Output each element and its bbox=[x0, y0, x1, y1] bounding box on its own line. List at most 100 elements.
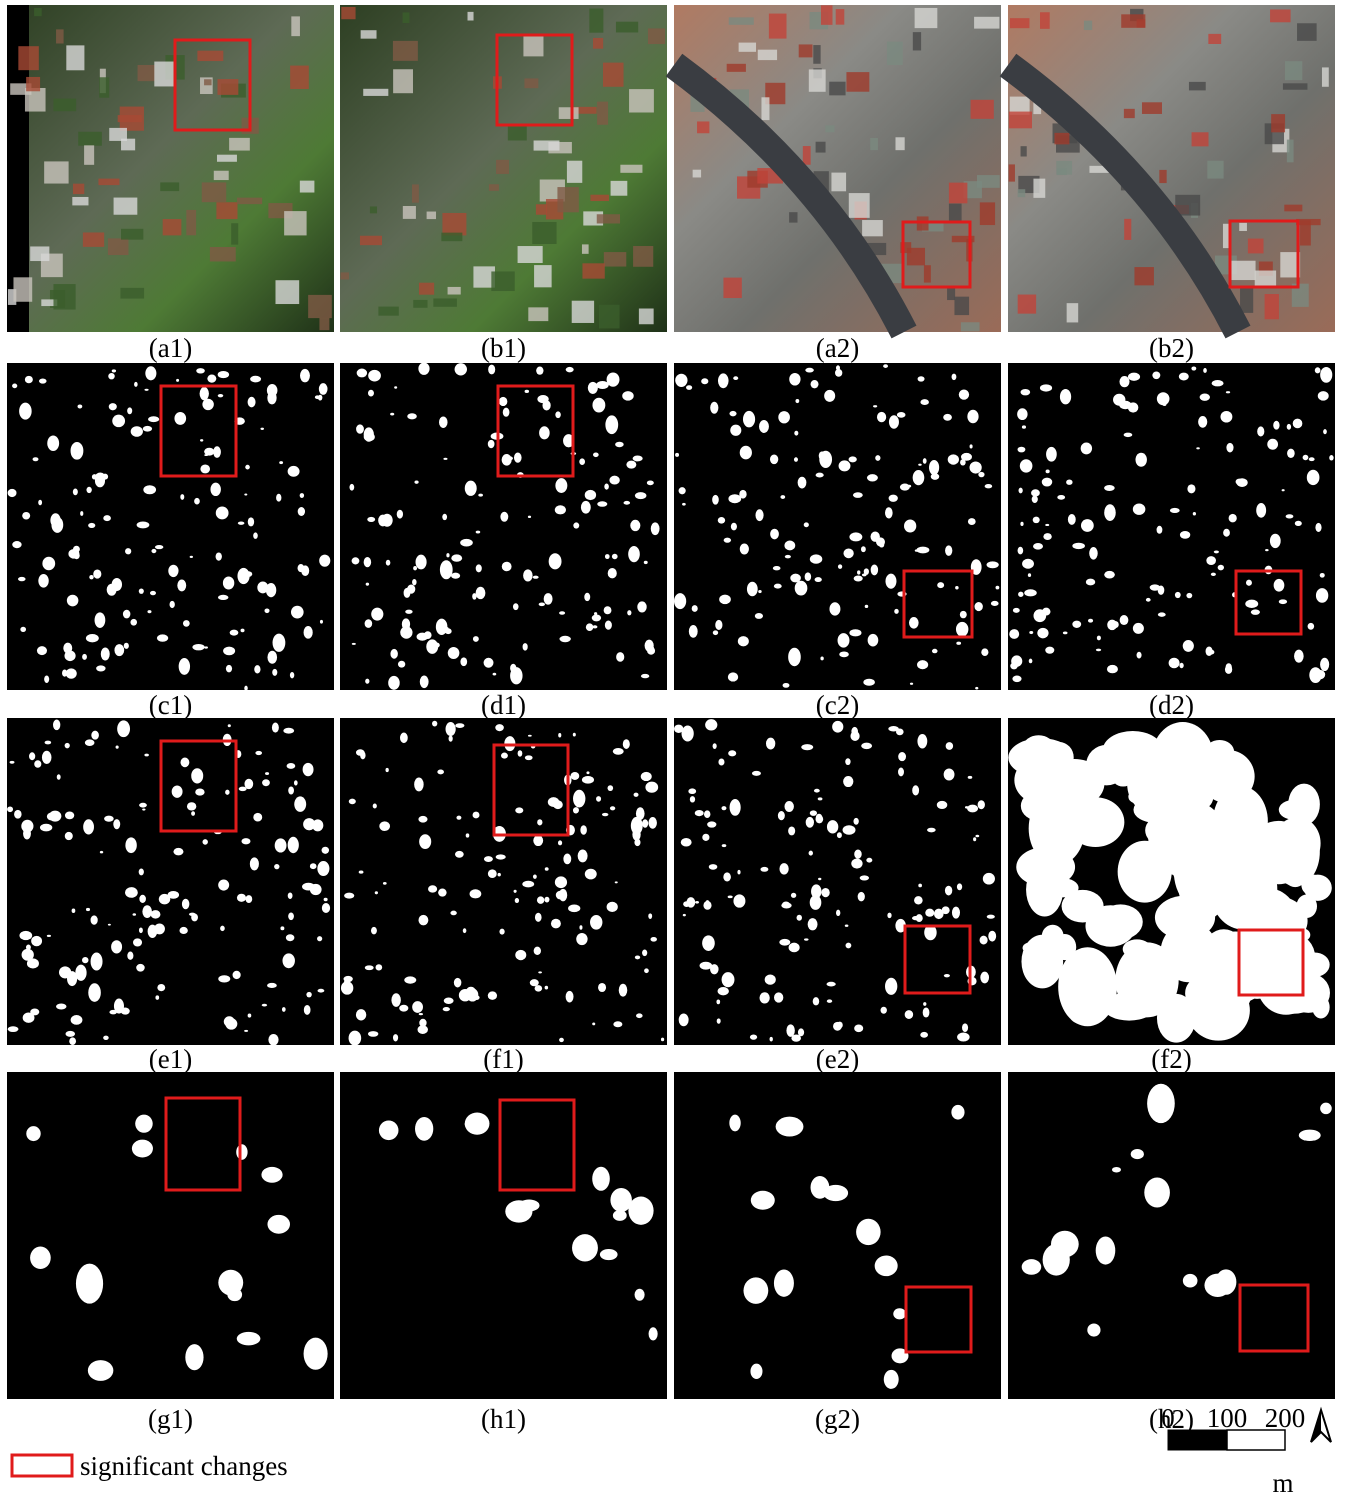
change-pixel bbox=[71, 442, 84, 460]
image-feature bbox=[1284, 205, 1302, 212]
change-pixel bbox=[26, 1126, 40, 1141]
image-feature bbox=[924, 265, 931, 282]
change-pixel bbox=[718, 987, 729, 995]
change-pixel bbox=[804, 522, 809, 527]
change-pixel bbox=[91, 731, 99, 740]
panel-label: (e2) bbox=[816, 1044, 859, 1074]
change-pixel bbox=[604, 606, 612, 614]
change-pixel bbox=[92, 474, 97, 479]
change-pixel bbox=[973, 837, 976, 841]
change-pixel bbox=[82, 957, 88, 963]
change-pixel bbox=[702, 935, 715, 951]
change-pixel bbox=[811, 380, 819, 388]
change-pixel bbox=[1066, 479, 1072, 484]
change-pixel bbox=[789, 943, 800, 953]
image-feature bbox=[370, 206, 377, 213]
panel-label: (e1) bbox=[149, 1044, 192, 1074]
change-pixel bbox=[418, 362, 429, 374]
change-pixel bbox=[414, 480, 418, 483]
change-pixel bbox=[1123, 939, 1151, 958]
change-pixel bbox=[730, 799, 741, 816]
change-pixel bbox=[428, 885, 437, 892]
change-pixel bbox=[853, 818, 858, 825]
panel: (f1) bbox=[340, 718, 667, 1074]
change-pixel bbox=[1315, 367, 1321, 373]
change-pixel bbox=[956, 642, 961, 645]
change-pixel bbox=[463, 928, 467, 933]
change-pixel bbox=[533, 874, 537, 878]
change-pixel bbox=[960, 459, 966, 465]
change-pixel bbox=[318, 395, 322, 401]
change-pixel bbox=[866, 858, 872, 863]
change-pixel bbox=[923, 458, 927, 464]
change-pixel bbox=[476, 531, 481, 534]
change-pixel bbox=[245, 571, 252, 577]
change-pixel bbox=[1179, 663, 1183, 668]
change-pixel bbox=[851, 859, 862, 869]
image-feature bbox=[813, 45, 820, 64]
change-pixel bbox=[248, 517, 254, 526]
image-feature bbox=[138, 65, 155, 81]
change-pixel bbox=[180, 758, 189, 768]
change-pixel bbox=[750, 1034, 757, 1039]
change-pixel bbox=[1017, 408, 1027, 420]
change-pixel bbox=[514, 890, 517, 893]
change-pixel bbox=[1119, 401, 1131, 409]
change-pixel bbox=[991, 601, 999, 606]
change-pixel bbox=[884, 1370, 899, 1389]
change-pixel bbox=[585, 869, 597, 880]
change-pixel bbox=[920, 1032, 928, 1038]
change-pixel bbox=[967, 805, 978, 813]
change-pixel bbox=[1209, 650, 1214, 654]
change-pixel bbox=[1096, 1236, 1116, 1264]
image-feature bbox=[599, 305, 620, 329]
change-pixel bbox=[854, 849, 861, 858]
change-pixel bbox=[881, 1007, 887, 1014]
change-pixel bbox=[113, 819, 120, 829]
change-pixel bbox=[93, 569, 101, 578]
image-feature bbox=[300, 181, 315, 193]
image-feature bbox=[1283, 83, 1308, 89]
change-pixel bbox=[304, 1338, 328, 1370]
change-pixel bbox=[253, 813, 262, 822]
image-feature bbox=[1010, 18, 1030, 28]
change-pixel bbox=[688, 788, 696, 794]
change-pixel bbox=[254, 665, 260, 673]
change-pixel bbox=[268, 1034, 278, 1046]
change-pixel bbox=[1193, 512, 1196, 516]
change-pixel bbox=[288, 786, 294, 794]
change-pixel bbox=[207, 374, 216, 382]
change-pixel bbox=[539, 602, 545, 606]
change-pixel bbox=[849, 629, 861, 636]
image-feature bbox=[1271, 114, 1285, 132]
change-pixel bbox=[86, 908, 90, 911]
change-pixel bbox=[279, 461, 283, 464]
scale-unit: m bbox=[1272, 1468, 1293, 1497]
change-pixel bbox=[860, 875, 869, 880]
change-pixel bbox=[784, 541, 795, 551]
change-pixel bbox=[751, 1191, 775, 1210]
change-pixel bbox=[1169, 658, 1180, 669]
change-pixel bbox=[1107, 665, 1118, 673]
image-feature bbox=[491, 271, 514, 291]
change-pixel bbox=[71, 1015, 83, 1025]
change-pixel bbox=[236, 1144, 247, 1160]
change-pixel bbox=[460, 539, 473, 547]
change-pixel bbox=[608, 785, 614, 791]
change-pixel bbox=[22, 512, 30, 520]
change-pixel bbox=[605, 554, 610, 559]
change-pixel bbox=[1020, 522, 1023, 526]
change-pixel bbox=[545, 867, 549, 870]
change-pixel bbox=[682, 725, 694, 741]
change-pixel bbox=[420, 676, 429, 689]
image-feature bbox=[761, 97, 769, 120]
image-feature bbox=[947, 288, 955, 300]
change-pixel bbox=[273, 634, 286, 652]
change-pixel bbox=[241, 838, 250, 844]
change-pixel bbox=[681, 838, 692, 847]
change-map bbox=[7, 1072, 334, 1399]
change-pixel bbox=[95, 612, 106, 628]
change-pixel bbox=[641, 674, 649, 678]
change-pixel bbox=[728, 750, 736, 756]
change-pixel bbox=[808, 918, 818, 930]
